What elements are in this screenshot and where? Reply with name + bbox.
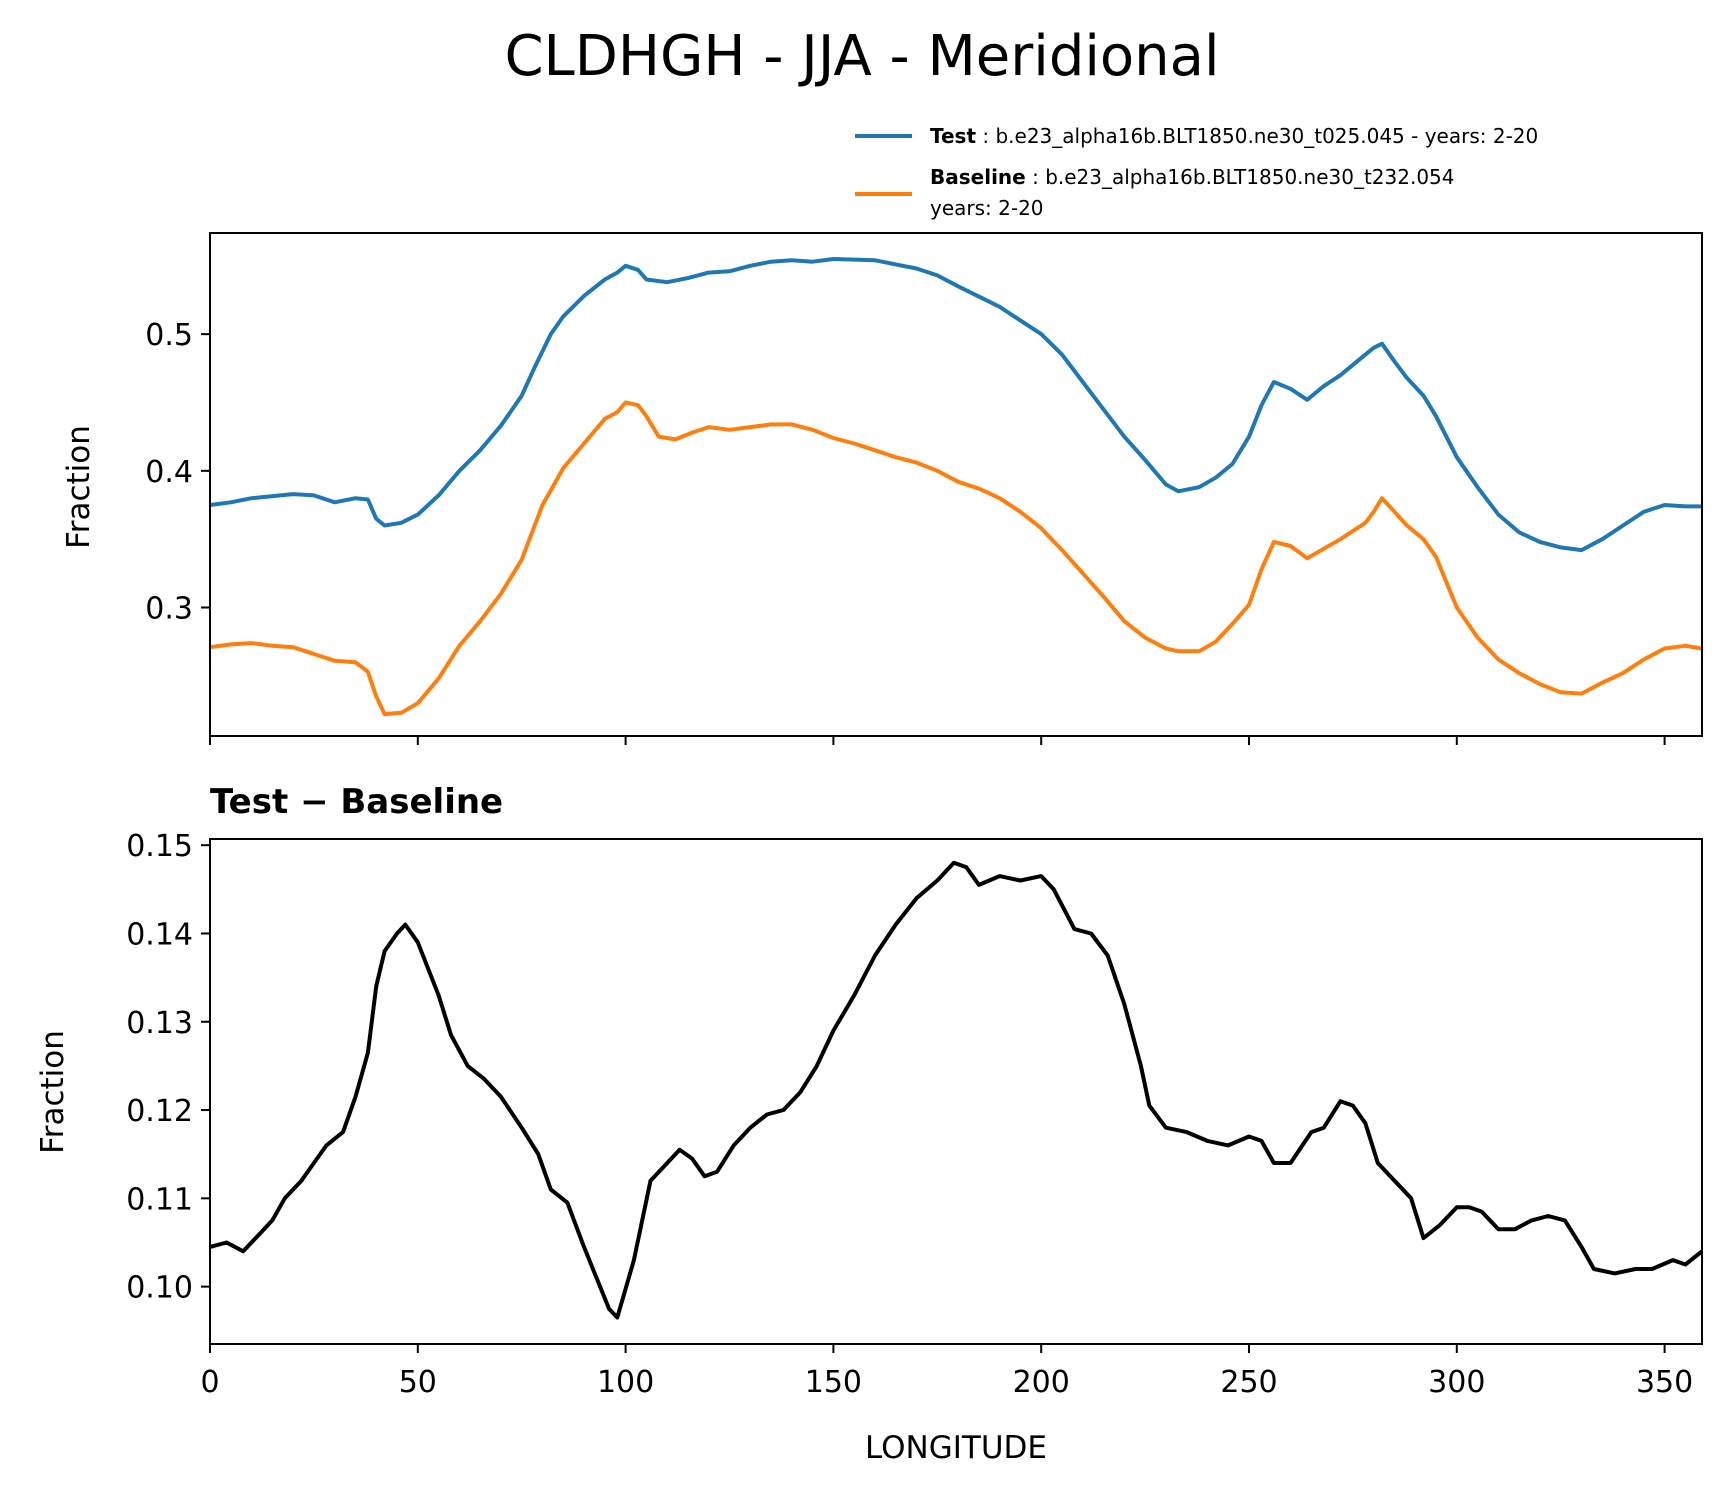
top-plot-area xyxy=(209,257,1703,717)
legend-baseline-label: Baseline xyxy=(930,165,1026,189)
legend-test-label: Test xyxy=(930,124,976,148)
top-x-ticks xyxy=(209,736,1666,745)
y-tick-label: 0.5 xyxy=(145,318,193,353)
legend: Test : b.e23_alpha16b.BLT1850.ne30_t025.… xyxy=(855,124,1538,220)
legend-baseline-entry: Baseline : b.e23_alpha16b.BLT1850.ne30_t… xyxy=(930,165,1455,189)
y-tick-label: 0.10 xyxy=(126,1271,193,1306)
x-tick-label: 50 xyxy=(399,1365,437,1400)
top-y-axis-label: Fraction xyxy=(61,425,97,549)
legend-baseline-text: : b.e23_alpha16b.BLT1850.ne30_t232.054 xyxy=(1032,165,1454,189)
bottom-panel: Test − Baseline 0.10 0.11 0.12 0.13 0.14 0.15… xyxy=(35,782,1704,1466)
series-line-test xyxy=(209,257,1702,553)
bottom-plot-area xyxy=(209,860,1704,1320)
x-tick-label: 250 xyxy=(1220,1365,1277,1400)
bottom-y-ticks: 0.10 0.11 0.12 0.13 0.14 0.15 xyxy=(126,829,210,1306)
top-y-ticks: 0.3 0.4 0.5 xyxy=(145,318,210,627)
bottom-axes-frame xyxy=(209,838,1703,1345)
x-tick-label: 300 xyxy=(1428,1365,1485,1400)
x-tick-label: 150 xyxy=(805,1365,862,1400)
x-tick-label: 100 xyxy=(597,1365,654,1400)
y-tick-label: 0.4 xyxy=(145,455,193,490)
bottom-panel-title: Test − Baseline xyxy=(210,782,503,822)
x-tick-label: 0 xyxy=(200,1365,219,1400)
x-axis-label: LONGITUDE xyxy=(865,1430,1047,1466)
chart-title: CLDHGH - JJA - Meridional xyxy=(504,24,1219,89)
legend-baseline-years: years: 2-20 xyxy=(930,196,1044,220)
x-tick-label: 200 xyxy=(1013,1365,1070,1400)
y-tick-label: 0.12 xyxy=(126,1094,193,1129)
y-tick-label: 0.14 xyxy=(126,917,193,952)
x-tick-label: 350 xyxy=(1636,1365,1693,1400)
bottom-y-axis-label: Fraction xyxy=(35,1030,71,1154)
y-tick-label: 0.3 xyxy=(145,592,193,627)
y-tick-label: 0.11 xyxy=(126,1182,193,1217)
y-tick-label: 0.15 xyxy=(126,829,193,864)
series-line-baseline xyxy=(209,400,1703,717)
top-axes-frame xyxy=(209,232,1703,737)
top-panel: 0.3 0.4 0.5 Fraction xyxy=(61,232,1703,745)
y-tick-label: 0.13 xyxy=(126,1006,193,1041)
legend-test-entry: Test : b.e23_alpha16b.BLT1850.ne30_t025.… xyxy=(930,124,1538,148)
legend-test-text: : b.e23_alpha16b.BLT1850.ne30_t025.045 -… xyxy=(982,124,1538,148)
series-line-test-baseline xyxy=(209,860,1704,1320)
bottom-x-ticks: 0 50 100 150 200 250 300 350 xyxy=(200,1344,1693,1400)
